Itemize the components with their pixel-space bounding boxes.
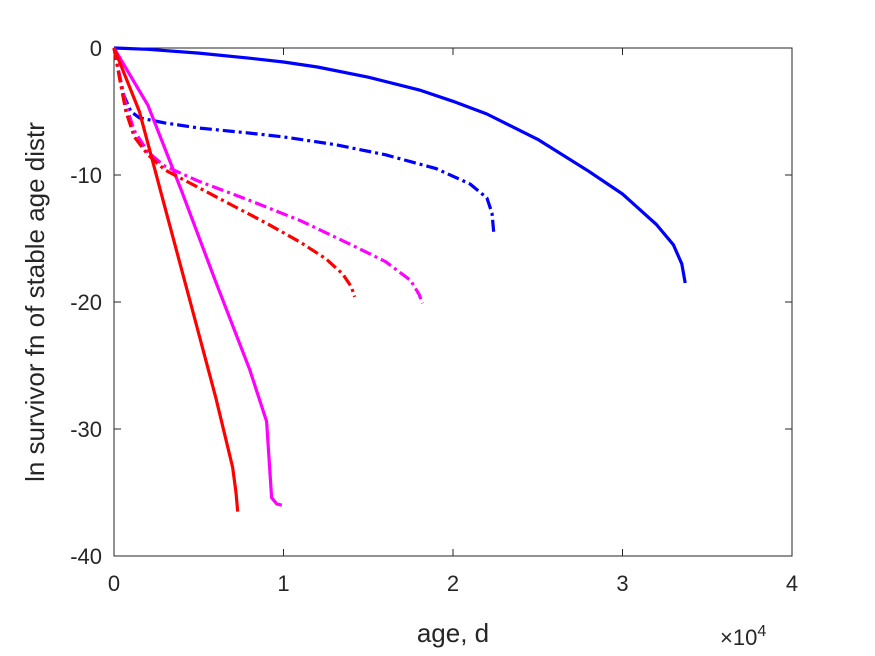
series-layer xyxy=(112,46,687,512)
x-tick-label: 3 xyxy=(616,571,628,596)
plot-area xyxy=(113,47,793,557)
x-tick-label: 2 xyxy=(447,571,459,596)
y-tick-label: 0 xyxy=(90,36,102,61)
series-line-2 xyxy=(112,47,496,233)
y-tick-label: -10 xyxy=(70,163,102,188)
x-axis-exponent-power: 4 xyxy=(757,623,766,640)
series-line-1 xyxy=(113,46,687,284)
y-tick-label: -30 xyxy=(70,417,102,442)
series-line-5 xyxy=(112,47,240,512)
y-tick-label: -20 xyxy=(70,290,102,315)
series-line-6 xyxy=(112,47,357,298)
x-axis-exponent-base: ×10 xyxy=(720,625,757,650)
x-axis-exponent: ×104 xyxy=(720,623,766,650)
x-tick-label: 4 xyxy=(786,571,798,596)
y-axis-ticks: -40 -30 -20 -10 0 xyxy=(70,36,792,569)
y-tick-label: -40 xyxy=(70,544,102,569)
x-axis-ticks: 0 1 2 3 4 xyxy=(108,48,798,596)
series-line-3 xyxy=(112,47,283,507)
x-axis-label: age, d xyxy=(417,618,489,648)
series-line-4 xyxy=(112,47,424,304)
y-axis-label: ln survivor fn of stable age distr xyxy=(20,122,50,482)
x-tick-label: 1 xyxy=(277,571,289,596)
x-tick-label: 0 xyxy=(108,571,120,596)
